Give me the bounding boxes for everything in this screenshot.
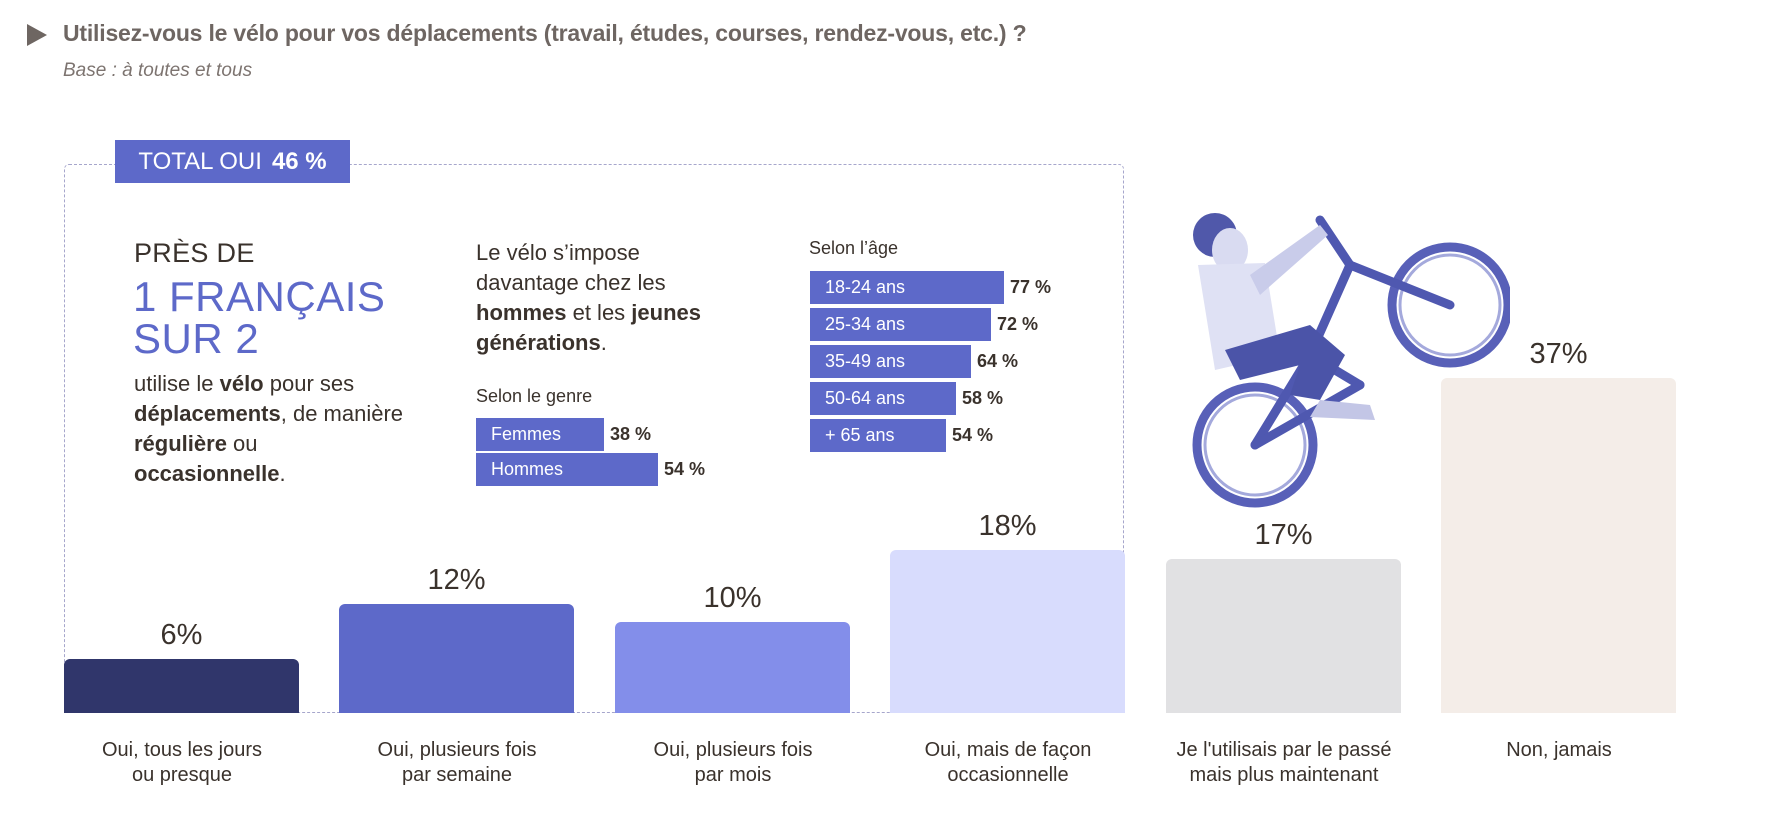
age-bar-label: + 65 ans bbox=[825, 425, 895, 445]
highlight-line-2: SUR 2 bbox=[133, 315, 260, 362]
highlight-headline: 1 FRANÇAIS SUR 2 bbox=[133, 276, 385, 360]
gender-bar-label: Hommes bbox=[491, 459, 564, 479]
gender-bar: Hommes bbox=[476, 453, 658, 486]
chart-bar bbox=[1441, 378, 1676, 713]
gender-bar-value: 54 % bbox=[664, 459, 706, 479]
chart-category-label-line: par semaine bbox=[401, 764, 513, 786]
chart-category-label-line: Je l'utilisais par le passé bbox=[1176, 739, 1392, 761]
total-yes-group-frame bbox=[64, 164, 1124, 713]
gender-title: Selon le genre bbox=[476, 386, 593, 406]
gender-bar: Femmes bbox=[476, 418, 604, 451]
question-title: Utilisez-vous le vélo pour vos déplaceme… bbox=[63, 20, 1027, 46]
total-yes-badge: TOTAL OUI 46 % bbox=[115, 140, 350, 183]
age-bar-value: 64 % bbox=[977, 351, 1019, 371]
chart-category-label-line: ou presque bbox=[131, 764, 233, 786]
insight-segment: jeunes générations bbox=[476, 300, 701, 355]
gender-bar-value: 38 % bbox=[610, 424, 652, 444]
age-title: Selon l’âge bbox=[809, 238, 899, 258]
chart-category-label: Oui, plusieurs fois par mois bbox=[596, 738, 871, 788]
play-triangle-icon bbox=[27, 24, 47, 46]
age-bar-value: 58 % bbox=[962, 388, 1004, 408]
cyclist-illustration bbox=[1192, 213, 1510, 508]
gender-bar-label: Femmes bbox=[491, 424, 562, 444]
age-bar: 50-64 ans bbox=[810, 382, 956, 415]
chart-bar bbox=[339, 604, 574, 713]
chart-bar-value: 18% bbox=[978, 510, 1037, 542]
chart-category-label: Oui, tous les jours ou presque bbox=[45, 738, 320, 788]
chart-category-label: Oui, mais de façon occasionnelle bbox=[871, 738, 1146, 788]
highlight-body-segment: vélo bbox=[219, 371, 264, 396]
age-bar: 18-24 ans bbox=[810, 271, 1004, 304]
chart-category-label-line: Oui, plusieurs fois bbox=[377, 739, 537, 761]
insight-segment: hommes bbox=[476, 300, 567, 325]
age-chart: 18-24 ans 77 % 25-34 ans 72 % 35-49 ans 64 % 5… bbox=[810, 271, 1110, 461]
highlight-body-segment: régulière bbox=[134, 431, 227, 456]
age-bar-label: 18-24 ans bbox=[825, 277, 906, 297]
insight-segment: . bbox=[600, 330, 607, 355]
chart-category-label-line: Oui, plusieurs fois bbox=[653, 739, 813, 761]
total-yes-value: 46 % bbox=[271, 147, 327, 175]
chart-bar-value: 10% bbox=[703, 582, 762, 614]
chart-category-label-line: par mois bbox=[694, 764, 772, 786]
chart-category-label-line: Oui, tous les jours bbox=[101, 739, 263, 761]
chart-category-label-line: Non, jamais bbox=[1506, 739, 1612, 761]
chart-bar bbox=[64, 659, 299, 713]
highlight-body-segment: utilise le bbox=[134, 371, 220, 396]
highlight-body: utilise le vélo pour ses déplacements, d… bbox=[134, 369, 414, 489]
base-subtitle: Base : à toutes et tous bbox=[63, 60, 253, 81]
highlight-intro: PRÈS DE bbox=[134, 238, 255, 268]
highlight-body-segment: pour ses bbox=[263, 371, 355, 396]
chart-category-label-line: occasionnelle bbox=[947, 764, 1069, 786]
chart-bar bbox=[615, 622, 850, 713]
chart-bar-value: 37% bbox=[1529, 338, 1588, 370]
age-bar-label: 50-64 ans bbox=[825, 388, 906, 408]
highlight-line-1: 1 FRANÇAIS bbox=[133, 273, 386, 320]
chart-bar-value: 6% bbox=[160, 619, 203, 651]
total-yes-label: TOTAL OUI bbox=[138, 147, 262, 175]
chart-category-label: Je l'utilisais par le passé mais plus mai… bbox=[1147, 738, 1422, 788]
age-bar: + 65 ans bbox=[810, 419, 946, 452]
insight-segment: et les bbox=[566, 300, 632, 325]
chart-category-label: Non, jamais bbox=[1422, 738, 1697, 763]
age-bar: 25-34 ans bbox=[810, 308, 991, 341]
chart-bar-value: 12% bbox=[427, 564, 486, 596]
chart-category-label-line: mais plus maintenant bbox=[1189, 764, 1379, 786]
chart-bar bbox=[890, 550, 1125, 713]
age-bar-label: 35-49 ans bbox=[825, 351, 906, 371]
chart-category-label: Oui, plusieurs fois par semaine bbox=[320, 738, 595, 788]
chart-bar-value: 17% bbox=[1254, 519, 1313, 551]
highlight-body-segment: ou bbox=[226, 431, 258, 456]
age-bar-value: 72 % bbox=[997, 314, 1039, 334]
age-bar-value: 54 % bbox=[952, 425, 994, 445]
highlight-body-segment: , de manière bbox=[280, 401, 404, 426]
age-bar-value: 77 % bbox=[1010, 277, 1052, 297]
insight-text: Le vélo s’impose davantage chez les homm… bbox=[476, 238, 736, 358]
highlight-body-segment: occasionnelle bbox=[134, 461, 280, 486]
age-bar-label: 25-34 ans bbox=[825, 314, 906, 334]
gender-chart: Femmes 38 % Hommes 54 % bbox=[476, 418, 776, 488]
highlight-body-segment: déplacements bbox=[134, 401, 281, 426]
chart-category-label-line: Oui, mais de façon bbox=[924, 739, 1092, 761]
highlight-body-segment: . bbox=[279, 461, 286, 486]
age-bar: 35-49 ans bbox=[810, 345, 971, 378]
insight-segment: Le vélo s’impose davantage chez les bbox=[476, 240, 666, 295]
chart-bar bbox=[1166, 559, 1401, 713]
